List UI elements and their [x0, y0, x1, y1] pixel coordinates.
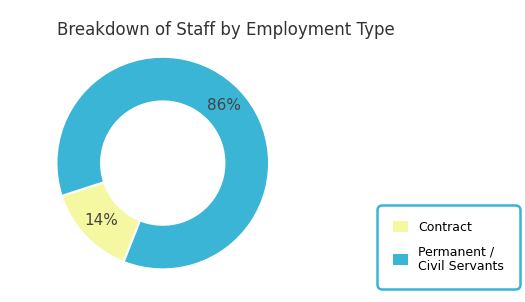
- Legend: Contract, Permanent /
Civil Servants: Contract, Permanent / Civil Servants: [382, 210, 515, 284]
- Text: 86%: 86%: [207, 98, 241, 113]
- Text: 14%: 14%: [85, 213, 119, 228]
- Text: Breakdown of Staff by Employment Type: Breakdown of Staff by Employment Type: [57, 21, 395, 39]
- Wedge shape: [61, 182, 140, 262]
- Wedge shape: [57, 57, 269, 269]
